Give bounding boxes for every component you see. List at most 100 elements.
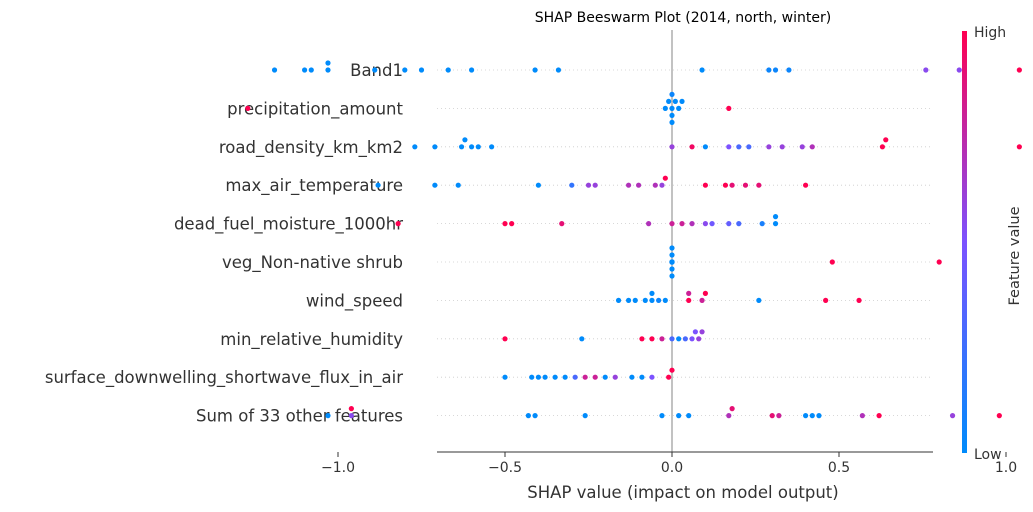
shap-point <box>489 144 495 150</box>
shap-point <box>772 67 779 73</box>
shap-point <box>672 98 678 104</box>
shap-point <box>669 112 675 118</box>
x-tick-label: 0.5 <box>828 460 850 476</box>
shap-point <box>1016 67 1022 73</box>
shap-point <box>502 221 508 227</box>
shap-point <box>996 413 1002 419</box>
shap-point <box>669 91 675 97</box>
shap-point <box>582 374 588 380</box>
shap-point <box>746 144 752 150</box>
shap-point <box>776 413 782 419</box>
x-axis-ticks: −1.0−0.50.00.51.01.5 <box>321 452 1017 476</box>
shap-point <box>639 374 645 380</box>
shap-point <box>592 374 598 380</box>
shap-point <box>579 336 585 342</box>
shap-point <box>659 182 665 188</box>
shap-point <box>375 182 381 188</box>
shap-point <box>642 297 648 303</box>
shap-point <box>769 413 775 419</box>
shap-point <box>809 413 815 419</box>
shap-point <box>729 182 735 188</box>
shap-point <box>766 144 772 150</box>
shap-point <box>756 182 762 188</box>
shap-point <box>662 297 668 303</box>
shap-point <box>669 221 675 227</box>
feature-label: dead_fuel_moisture_1000hr <box>174 215 403 235</box>
shap-point <box>936 259 942 265</box>
shap-point <box>1016 144 1022 150</box>
shap-point <box>799 144 805 150</box>
feature-row-gridlines <box>437 69 933 417</box>
shap-point <box>582 413 588 419</box>
shap-point <box>502 374 508 380</box>
shap-point <box>883 137 889 143</box>
shap-point <box>923 67 929 73</box>
shap-point <box>686 413 692 419</box>
shap-point <box>692 329 698 335</box>
shap-point <box>669 367 675 373</box>
shap-point <box>726 105 732 111</box>
shap-point <box>676 105 682 111</box>
shap-point <box>462 137 468 143</box>
shap-point <box>659 336 665 342</box>
shap-point <box>689 336 695 342</box>
shap-point <box>559 221 565 227</box>
shap-point <box>636 182 642 188</box>
shap-point <box>535 182 542 188</box>
shap-point <box>629 374 635 380</box>
shap-point <box>772 221 779 227</box>
shap-point <box>455 182 461 188</box>
shap-point <box>709 221 715 227</box>
shap-point <box>722 182 729 188</box>
shap-point <box>649 290 655 296</box>
shap-point <box>509 221 515 227</box>
shap-point <box>669 266 675 272</box>
shap-point <box>652 182 658 188</box>
shap-point <box>669 259 675 265</box>
shap-point <box>742 182 749 188</box>
colorbar-title: Feature value <box>1007 206 1023 305</box>
shap-point <box>432 144 438 150</box>
feature-label: veg_Non-native shrub <box>222 253 403 273</box>
shap-point <box>348 413 354 419</box>
feature-label: precipitation_amount <box>227 99 403 119</box>
shap-point <box>756 297 762 303</box>
shap-point <box>669 245 675 251</box>
shap-point <box>736 144 742 150</box>
shap-point <box>649 297 655 303</box>
shap-point <box>679 98 685 104</box>
shap-point <box>682 336 688 342</box>
shap-point <box>726 413 732 419</box>
shap-point <box>676 336 682 342</box>
shap-point <box>726 221 732 227</box>
shap-point <box>325 60 331 66</box>
shap-point <box>649 336 655 342</box>
shap-point <box>702 221 709 227</box>
shap-point <box>726 144 732 150</box>
shap-point <box>592 182 598 188</box>
shap-point <box>659 413 665 419</box>
shap-point <box>699 297 705 303</box>
shap-point <box>562 374 568 380</box>
shap-point <box>809 144 815 150</box>
shap-point <box>445 67 451 73</box>
colorbar-low-label: Low <box>974 447 1002 463</box>
shap-point <box>696 336 702 342</box>
shap-point <box>412 144 418 150</box>
shap-points <box>245 60 1022 419</box>
x-tick-label: 1.0 <box>995 460 1017 476</box>
shap-point <box>532 413 538 419</box>
shap-point <box>615 297 622 303</box>
shap-point <box>532 67 538 73</box>
shap-point <box>956 67 962 73</box>
shap-point <box>625 182 632 188</box>
shap-point <box>823 297 829 303</box>
shap-point <box>803 413 809 419</box>
feature-label: road_density_km_km2 <box>219 138 403 158</box>
shap-point <box>666 98 672 104</box>
shap-point <box>402 67 408 73</box>
shap-point <box>525 413 531 419</box>
shap-point <box>639 336 645 342</box>
shap-point <box>475 144 481 150</box>
shap-point <box>786 67 792 73</box>
